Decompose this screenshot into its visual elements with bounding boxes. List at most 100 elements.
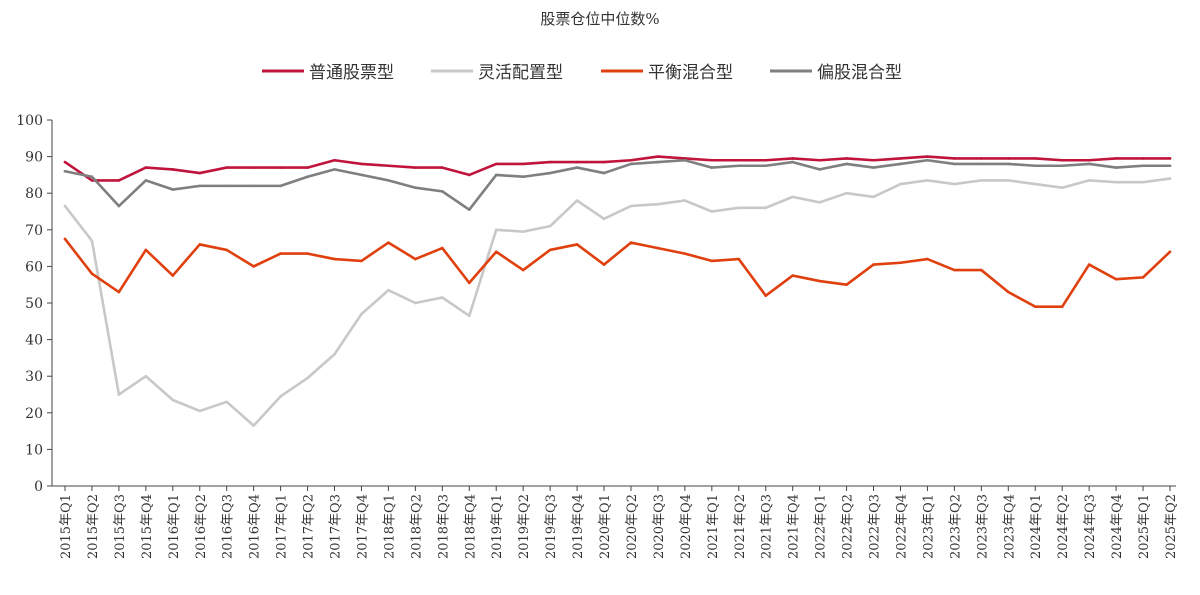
x-tick-label: 2015年Q2 <box>86 494 101 559</box>
x-tick-label: 2016年Q1 <box>167 494 182 559</box>
y-tick-label: 100 <box>16 113 43 129</box>
data-point <box>980 179 983 182</box>
legend-label: 偏股混合型 <box>817 63 902 83</box>
data-point <box>306 252 309 255</box>
data-point <box>144 248 148 252</box>
data-point <box>1060 305 1064 308</box>
x-tick-label: 2024年Q2 <box>1056 494 1071 559</box>
x-tick-label: 2016年Q3 <box>221 494 236 559</box>
data-point <box>602 171 606 175</box>
data-point <box>1006 290 1010 294</box>
data-point <box>279 166 282 169</box>
x-tick-label: 2019年Q2 <box>517 494 532 559</box>
x-tick-label: 2024年Q1 <box>1029 494 1044 559</box>
x-tick-label: 2024年Q4 <box>1110 494 1125 559</box>
y-tick-label: 60 <box>25 259 43 275</box>
x-tick-label: 2017年Q1 <box>275 494 290 559</box>
data-point <box>1114 166 1118 169</box>
data-point <box>764 158 768 162</box>
x-tick-label: 2015年Q4 <box>140 494 155 559</box>
data-point <box>629 162 633 166</box>
x-tick-label: 2018年Q2 <box>409 494 424 559</box>
data-point <box>90 175 94 179</box>
data-point <box>1006 162 1010 166</box>
data-point <box>656 160 660 164</box>
x-tick-label: 2025年Q2 <box>1164 494 1179 559</box>
y-tick-label: 0 <box>34 479 43 495</box>
x-tick-label: 2020年Q3 <box>652 494 667 559</box>
data-point <box>63 160 67 164</box>
data-point <box>198 409 202 413</box>
data-point <box>818 279 821 283</box>
x-tick-label: 2019年Q4 <box>571 494 586 559</box>
data-point <box>899 162 902 166</box>
y-tick-label: 30 <box>25 369 43 385</box>
data-point <box>414 166 417 169</box>
x-tick-label: 2017年Q2 <box>302 494 317 559</box>
x-tick-label: 2018年Q1 <box>382 494 397 559</box>
data-point <box>225 166 229 169</box>
data-point <box>117 204 121 208</box>
data-point <box>494 162 498 166</box>
data-point <box>1060 164 1064 168</box>
data-point <box>414 186 417 190</box>
data-point <box>980 268 983 272</box>
data-point <box>171 398 175 402</box>
data-point <box>629 204 633 208</box>
data-point <box>899 261 902 265</box>
x-tick-label: 2024年Q3 <box>1083 494 1098 559</box>
x-tick-label: 2022年Q2 <box>841 494 856 559</box>
data-point <box>387 288 390 292</box>
data-point <box>737 257 741 261</box>
data-point <box>764 164 768 168</box>
y-tick-label: 20 <box>25 406 43 422</box>
data-point <box>252 166 255 169</box>
x-tick-label: 2022年Q4 <box>894 494 909 559</box>
data-point <box>548 171 552 175</box>
data-point <box>872 263 875 266</box>
legend-label: 灵活配置型 <box>478 63 563 83</box>
data-point <box>1141 180 1145 184</box>
data-point <box>953 157 956 160</box>
data-point <box>117 393 121 396</box>
series-1 <box>63 155 1172 182</box>
data-point <box>1060 186 1064 190</box>
data-point <box>279 395 282 398</box>
data-point <box>818 158 821 162</box>
x-tick-label: 2020年Q2 <box>625 494 640 559</box>
x-tick-label: 2023年Q3 <box>975 494 990 559</box>
data-point <box>521 268 525 272</box>
data-point <box>252 424 255 427</box>
x-tick-label: 2025年Q1 <box>1137 494 1152 559</box>
data-point <box>683 252 687 255</box>
data-point <box>575 199 579 202</box>
data-point <box>548 160 552 164</box>
data-point <box>441 166 444 169</box>
data-point <box>602 263 606 266</box>
x-tick-label: 2017年Q4 <box>355 494 370 559</box>
data-point <box>1006 179 1010 182</box>
data-point <box>1033 164 1037 168</box>
x-tick-label: 2015年Q3 <box>113 494 128 559</box>
x-tick-label: 2022年Q3 <box>868 494 883 559</box>
y-tick-label: 90 <box>25 150 43 166</box>
data-point <box>198 171 202 175</box>
data-point <box>360 162 363 166</box>
x-tick-label: 2019年Q3 <box>544 494 559 559</box>
data-point <box>926 158 929 162</box>
data-point <box>467 314 471 318</box>
data-point <box>926 257 929 261</box>
data-point <box>1087 263 1091 266</box>
data-point <box>710 259 714 263</box>
data-point <box>899 157 902 160</box>
data-point <box>333 352 336 356</box>
chart-legend: 普通股票型 灵活配置型 平衡混合型 偏股混合型 <box>262 63 902 83</box>
data-point <box>279 252 282 255</box>
data-point <box>306 376 309 380</box>
data-point <box>710 210 714 213</box>
data-point <box>980 162 983 166</box>
x-tick-label: 2021年Q1 <box>706 494 721 559</box>
data-point <box>360 312 363 316</box>
data-point <box>333 168 336 171</box>
legend-label: 普通股票型 <box>309 63 394 83</box>
